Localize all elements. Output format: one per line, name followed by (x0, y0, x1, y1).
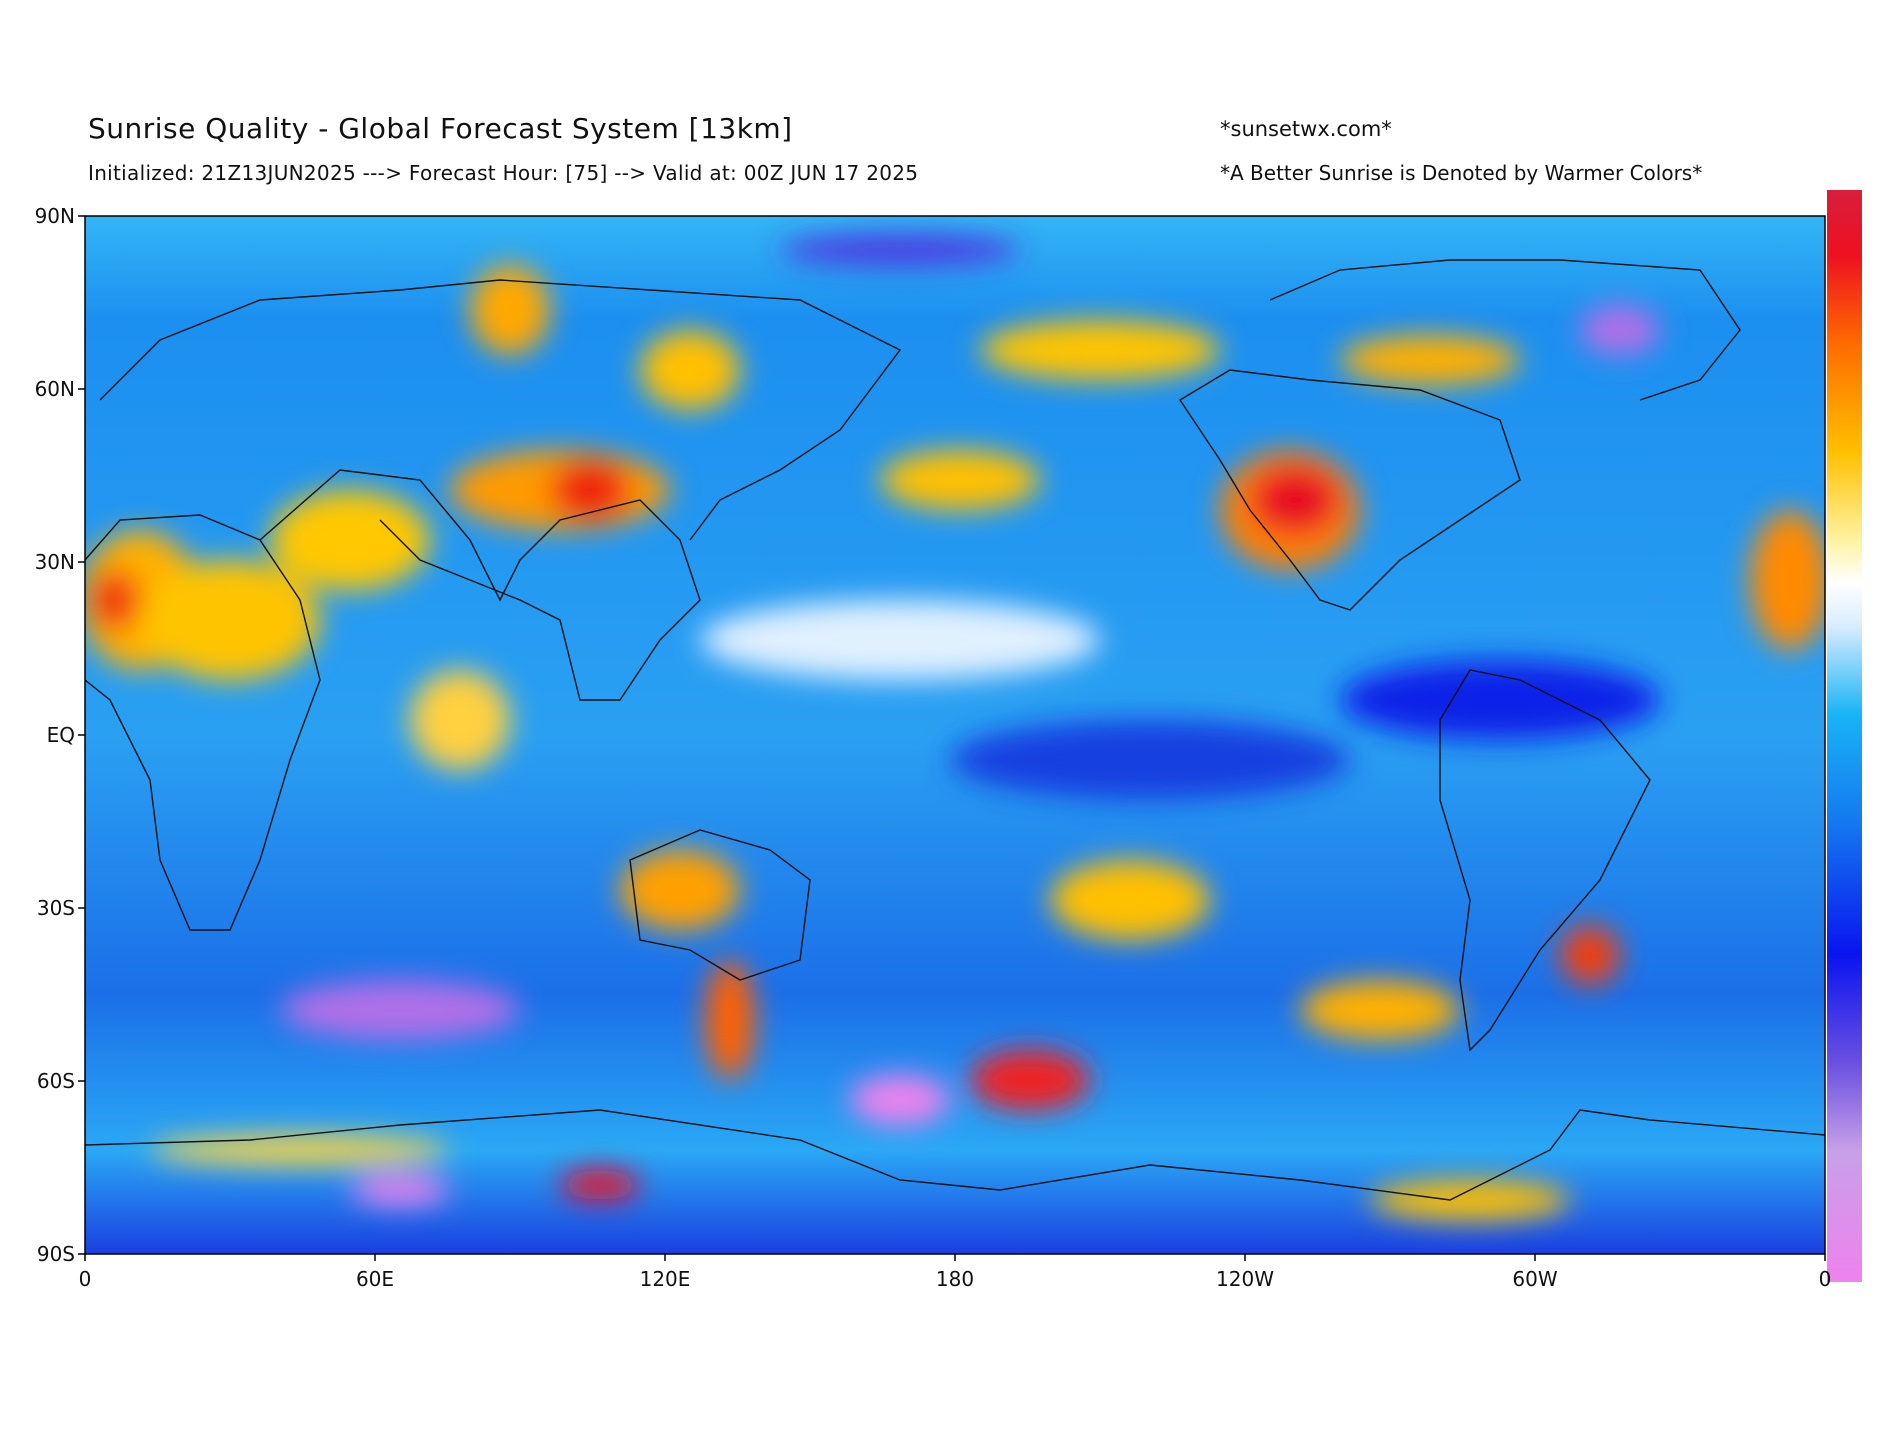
lon-tick-label: 120W (1216, 1267, 1274, 1291)
lat-tick-label: 30N (35, 550, 75, 574)
note: *A Better Sunrise is Denoted by Warmer C… (1220, 161, 1703, 185)
lat-tick-label: 90N (35, 204, 75, 228)
lon-tick-label: 120E (640, 1267, 691, 1291)
forecast-field (85, 216, 1825, 1254)
lat-tick-label: 90S (37, 1242, 75, 1266)
colorbar (1827, 190, 1862, 1282)
coastlines (85, 259, 1825, 1201)
lon-tick-label: 60W (1512, 1267, 1557, 1291)
map-title: Sunrise Quality - Global Forecast System… (88, 112, 793, 145)
lon-tick-label: 60E (356, 1267, 394, 1291)
lon-tick-label: 0 (79, 1267, 92, 1291)
map-subtitle: Initialized: 21Z13JUN2025 ---> Forecast … (88, 161, 919, 185)
lat-tick-label: EQ (47, 723, 75, 747)
lat-tick-label: 60N (35, 377, 75, 401)
lon-tick-label: 0 (1819, 1267, 1832, 1291)
lat-tick-label: 60S (37, 1069, 75, 1093)
lat-tick-label: 30S (37, 896, 75, 920)
lon-tick-label: 180 (936, 1267, 974, 1291)
credit: *sunsetwx.com* (1220, 117, 1392, 141)
